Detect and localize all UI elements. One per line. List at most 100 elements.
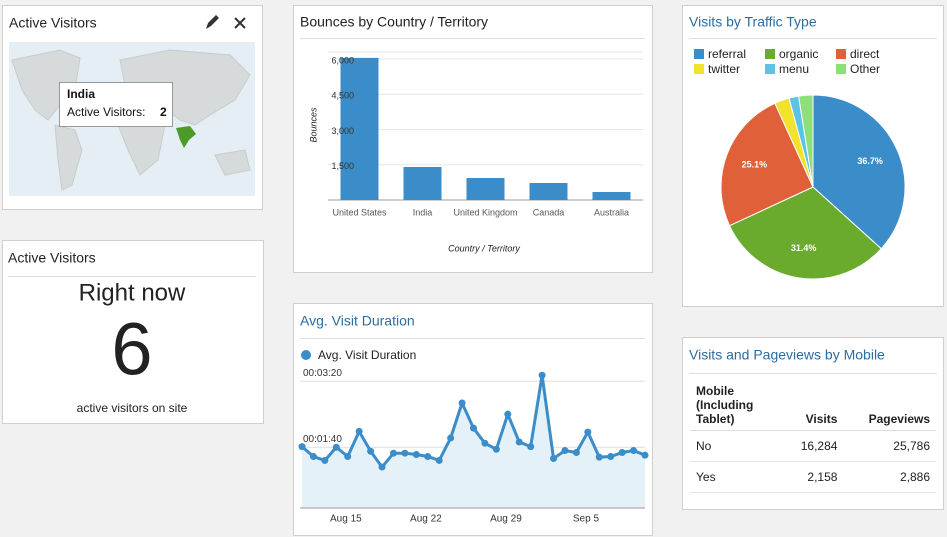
tooltip-value: 2 [160, 105, 167, 119]
point [309, 452, 317, 460]
x-tick-label: Australia [594, 207, 629, 217]
point [424, 452, 432, 460]
legend-swatch [694, 64, 704, 74]
y-axis-label: Bounces [308, 107, 318, 143]
column-header: Mobile (Including Tablet) [690, 380, 782, 431]
point [641, 451, 649, 459]
point [447, 434, 455, 442]
widget-title: Visits by Traffic Type [689, 14, 817, 30]
caption: active visitors on site [77, 401, 188, 415]
widget-title: Active Visitors [8, 250, 96, 266]
x-tick-label: Aug 29 [490, 514, 522, 525]
legend-label: referral [708, 47, 746, 61]
legend-swatch [765, 49, 775, 59]
y-tick-label: 00:01:40 [303, 434, 342, 445]
y-tick-label: 00:03:20 [303, 368, 342, 379]
bar [529, 182, 568, 200]
tooltip-label: Active Visitors: [67, 105, 145, 119]
point [515, 438, 523, 446]
legend-swatch [765, 64, 775, 74]
table-row: No 16,284 25,786 [690, 430, 936, 462]
pie-slice [728, 186, 882, 280]
point [595, 453, 603, 461]
pie-slice [720, 102, 814, 227]
legend-swatch [836, 49, 846, 59]
point [584, 428, 592, 436]
point [401, 449, 409, 457]
legend-label: direct [850, 47, 880, 61]
cell: 2,158 [782, 461, 844, 493]
point [435, 456, 443, 464]
slice-label: 31.4% [791, 243, 817, 253]
cell: 25,786 [843, 430, 936, 462]
point [378, 463, 386, 471]
pie-slice [812, 94, 906, 250]
table-row: Yes 2,158 2,886 [690, 461, 936, 493]
point [344, 452, 352, 460]
cell: 16,284 [782, 430, 844, 462]
point [492, 445, 500, 453]
edit-icon[interactable] [206, 15, 219, 29]
x-tick-label: Sep 5 [573, 514, 600, 525]
point [538, 371, 546, 379]
map-tooltip [59, 82, 173, 127]
panel [2, 240, 264, 424]
point [618, 449, 626, 457]
pie-slice [798, 94, 814, 188]
subtitle: Right now [79, 279, 186, 306]
point [470, 424, 477, 432]
cell: 2,886 [843, 461, 936, 493]
legend-swatch [694, 49, 704, 59]
column-header: Pageviews [843, 380, 936, 431]
slice-label: 36.7% [857, 156, 883, 166]
point [504, 410, 512, 418]
cell: Yes [690, 461, 782, 493]
legend-label: twitter [708, 62, 740, 76]
point [630, 447, 638, 455]
slice-label: 25.1% [742, 160, 768, 170]
y-tick-label: 3,000 [331, 126, 354, 136]
visitor-count: 6 [111, 308, 152, 391]
point [458, 399, 466, 407]
point [572, 449, 580, 457]
cell: No [690, 430, 782, 462]
point [607, 452, 615, 460]
legend-label: Other [850, 62, 880, 76]
legend-label: Avg. Visit Duration [318, 348, 416, 362]
close-icon[interactable] [234, 17, 246, 29]
bar [340, 57, 379, 200]
point [527, 443, 535, 451]
map-highlight-region[interactable] [176, 126, 196, 148]
widget-title: Avg. Visit Duration [300, 313, 415, 329]
point [298, 443, 306, 451]
point [332, 443, 340, 451]
mobile-table: Mobile (Including Tablet) Visits Pagevie… [690, 380, 936, 493]
x-tick-label: Aug 15 [330, 514, 362, 525]
x-tick-label: United Kingdom [453, 207, 517, 217]
x-tick-label: India [413, 207, 433, 217]
point [412, 451, 420, 459]
legend-label: menu [779, 62, 809, 76]
y-tick-label: 4,500 [331, 91, 354, 101]
point [367, 447, 375, 455]
x-tick-label: United States [332, 207, 387, 217]
legend-label: organic [779, 47, 818, 61]
area [302, 375, 645, 508]
legend-marker [301, 350, 311, 360]
widget-title: Active Visitors [9, 15, 97, 31]
point [321, 456, 329, 464]
point [550, 454, 558, 462]
bar [466, 178, 505, 200]
bar [403, 166, 442, 200]
tooltip-country: India [67, 87, 95, 101]
point [389, 449, 397, 457]
widget-title: Visits and Pageviews by Mobile [689, 347, 885, 363]
point [355, 427, 363, 435]
x-tick-label: Aug 22 [410, 514, 442, 525]
y-tick-label: 1,500 [331, 161, 354, 171]
legend-swatch [836, 64, 846, 74]
table-header: Mobile (Including Tablet) Visits Pagevie… [690, 380, 936, 431]
point [561, 447, 569, 455]
